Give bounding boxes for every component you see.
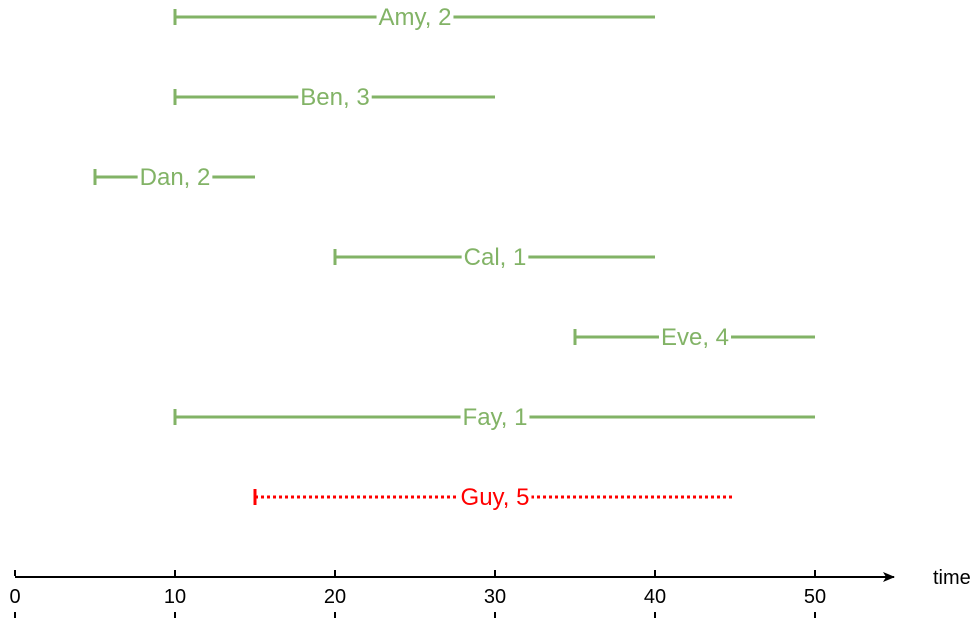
tick-label: 20 — [324, 586, 346, 608]
interval-3: Cal, 1 — [333, 244, 655, 271]
label-backdrop — [376, 14, 454, 20]
interval-4: Eve, 4 — [573, 324, 815, 351]
label-backdrop — [658, 334, 732, 340]
label-backdrop — [461, 254, 529, 260]
interval-label: Fay, 1 — [463, 404, 528, 431]
interval-1: Ben, 3 — [173, 84, 495, 111]
label-backdrop — [458, 494, 532, 500]
label-backdrop — [460, 414, 530, 420]
intervals-group: Amy, 2 Ben, 3 Dan, 2 Cal, 1 Eve, 4 Fay, 1 Guy,… — [93, 4, 815, 511]
interval-label: Ben, 3 — [300, 84, 369, 111]
tick-label: 30 — [484, 586, 506, 608]
tick-label: 40 — [644, 586, 666, 608]
axis-title: time — [933, 567, 971, 589]
axis-ticks: 0 10 20 30 40 50 — [9, 570, 826, 618]
tick-label: 0 — [9, 586, 20, 608]
tick-label: 10 — [164, 586, 186, 608]
tick-label: 50 — [804, 586, 826, 608]
interval-label: Amy, 2 — [379, 4, 452, 31]
interval-label: Guy, 5 — [461, 484, 530, 511]
interval-5: Fay, 1 — [173, 404, 815, 431]
interval-0: Amy, 2 — [173, 4, 655, 31]
interval-label: Dan, 2 — [140, 164, 211, 191]
interval-2: Dan, 2 — [93, 164, 255, 191]
interval-label: Cal, 1 — [464, 244, 527, 271]
label-backdrop — [137, 174, 213, 180]
interval-6: Guy, 5 — [253, 484, 735, 511]
label-backdrop — [298, 94, 372, 100]
interval-label: Eve, 4 — [661, 324, 729, 351]
time-axis: 0 10 20 30 40 50 time — [9, 567, 971, 618]
